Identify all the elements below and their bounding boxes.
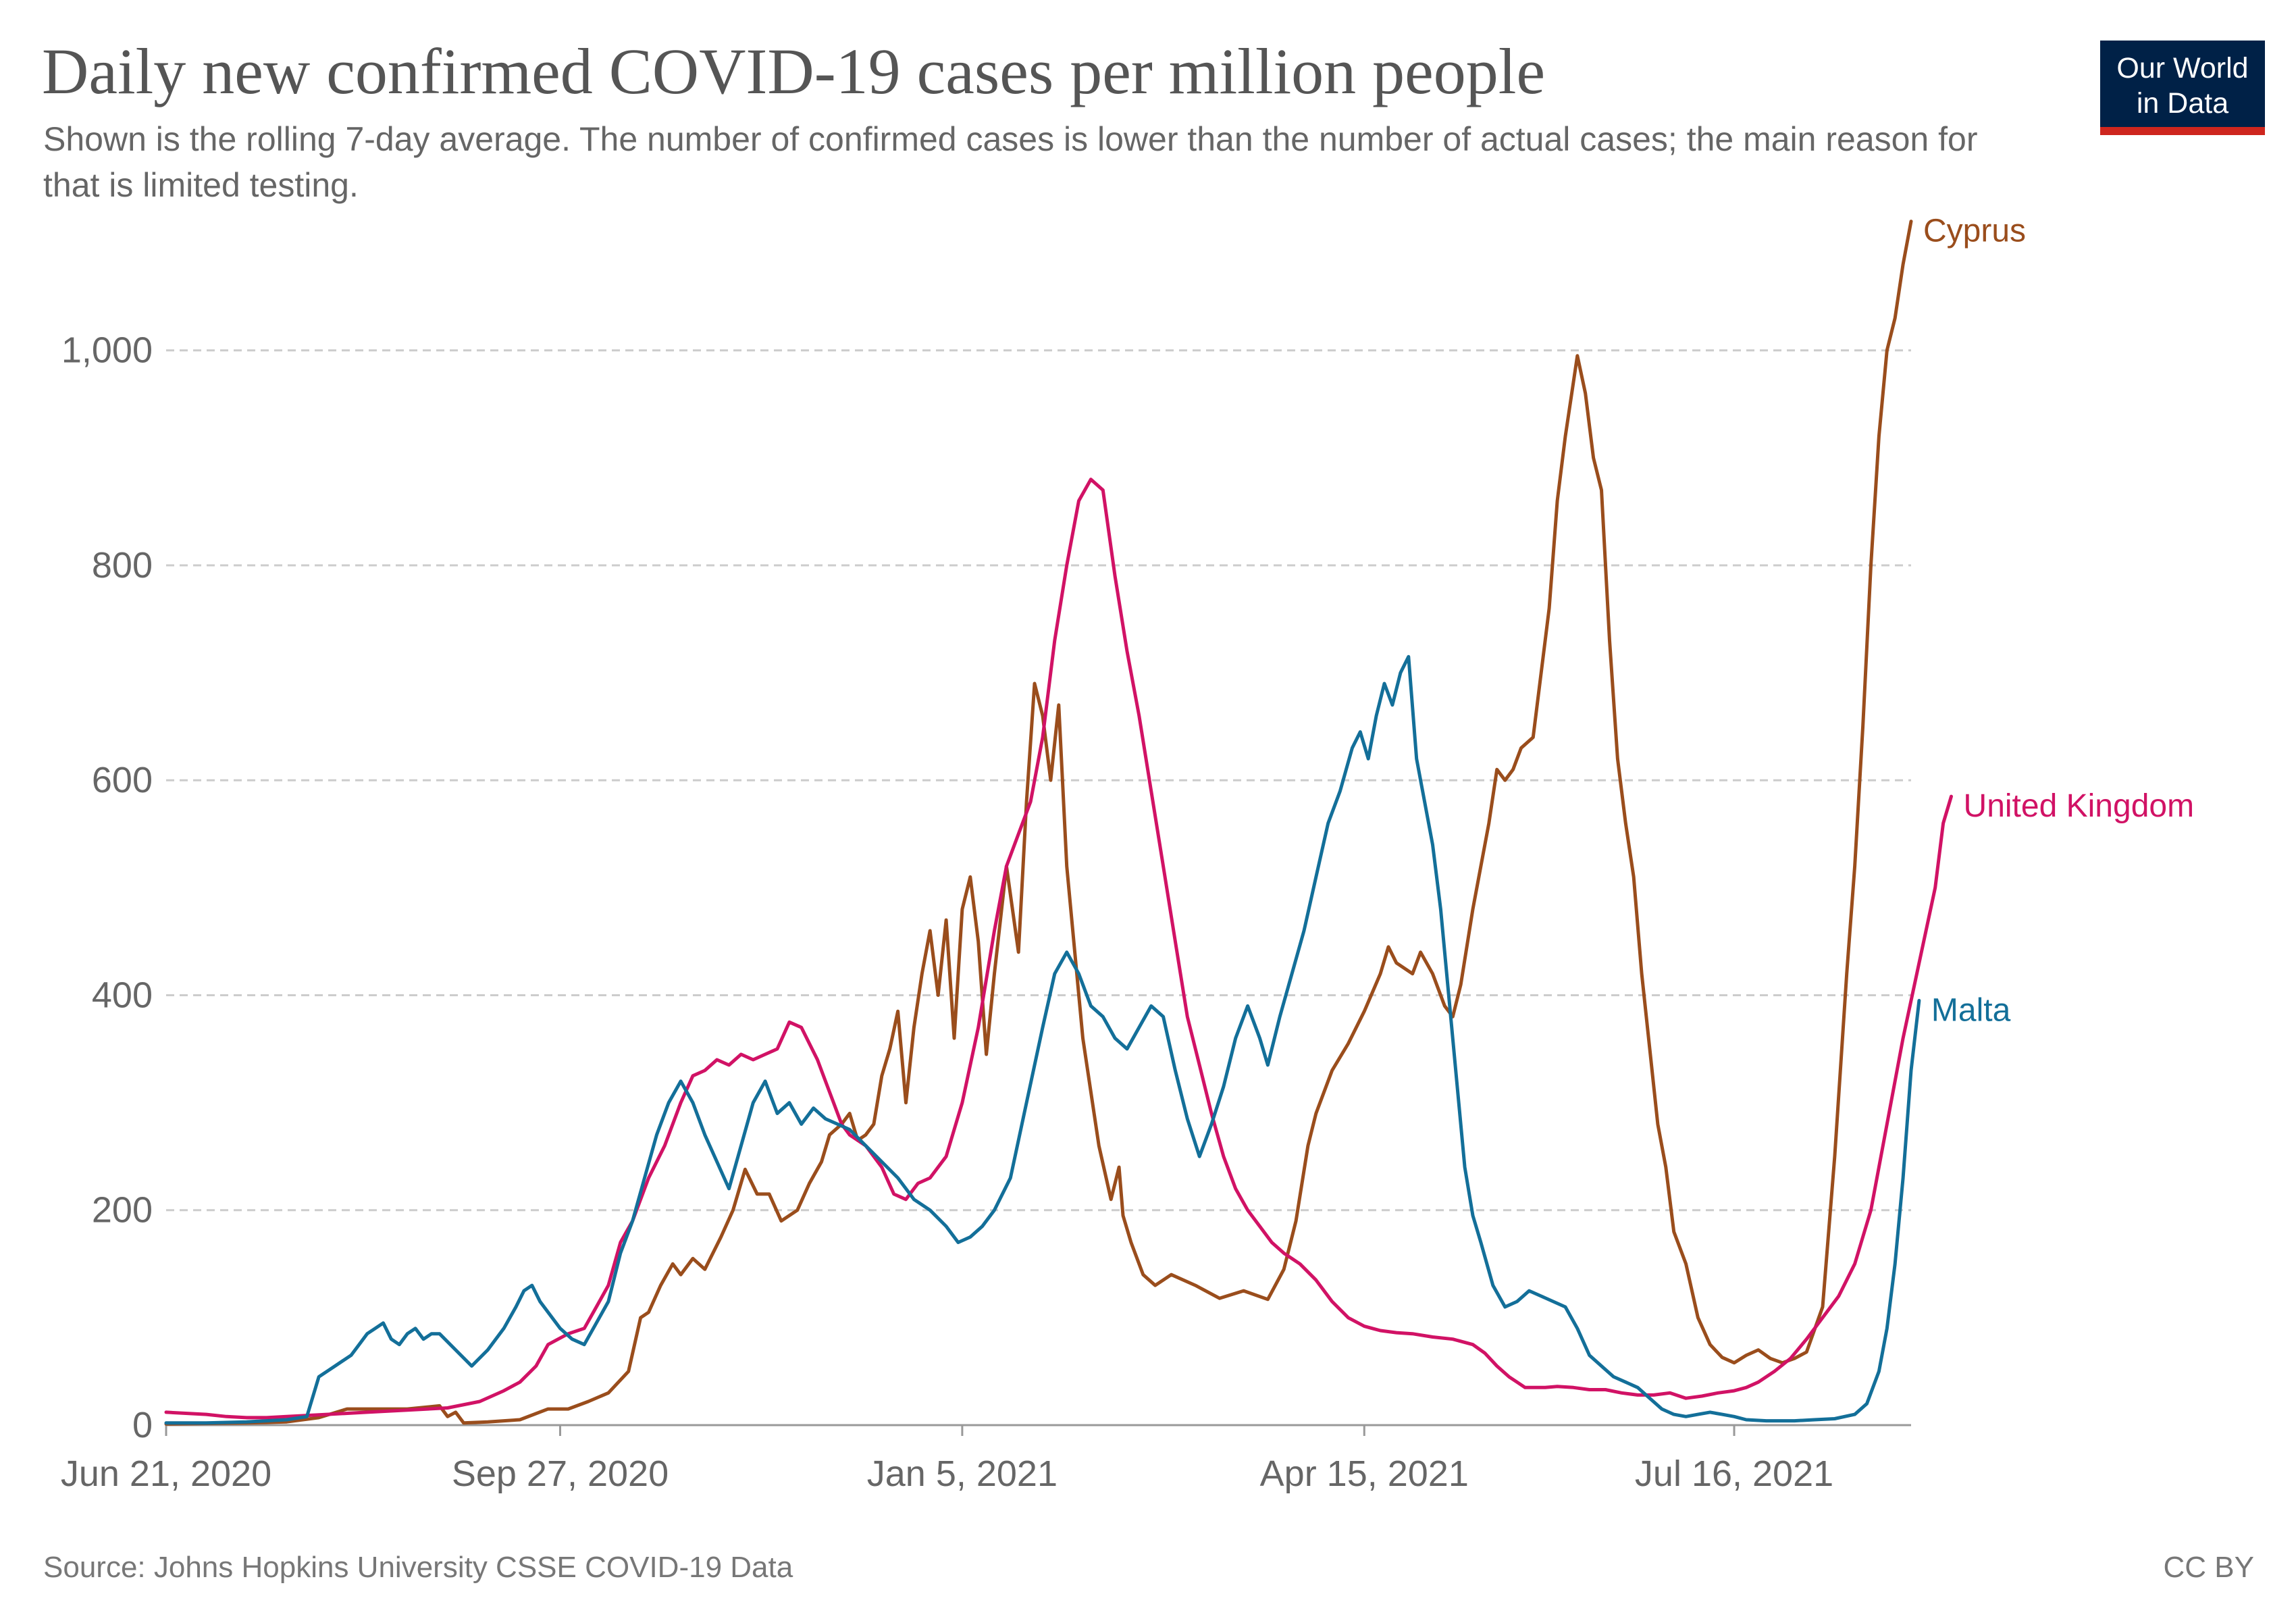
series-line-malta[interactable] <box>164 654 1921 1425</box>
series-label-cyprus: Cyprus <box>1923 213 2026 249</box>
logo-line-2: in Data <box>2136 87 2229 120</box>
x-tick-label-2: Jan 5, 2021 <box>867 1453 1058 1494</box>
license-link[interactable]: CC BY <box>2163 1551 2254 1584</box>
x-tick-label-1: Sep 27, 2020 <box>452 1453 669 1494</box>
x-tick-label-4: Jul 16, 2021 <box>1635 1453 1833 1494</box>
series-label-united-kingdom: United Kingdom <box>1964 788 2195 824</box>
x-axis: Jun 21, 2020 Sep 27, 2020 Jan 5, 2021 Apr 1… <box>61 1424 1911 1494</box>
y-tick-label-4: 800 <box>92 545 153 586</box>
series-line-cyprus[interactable] <box>164 220 1913 1426</box>
source-note[interactable]: Source: Johns Hopkins University CSSE CO… <box>43 1551 793 1584</box>
x-tick-label-0: Jun 21, 2020 <box>61 1453 271 1494</box>
series-label-malta: Malta <box>1931 992 2011 1028</box>
series-line-united-kingdom[interactable] <box>164 478 1953 1420</box>
owid-logo[interactable]: Our World in Data <box>2100 41 2265 135</box>
chart-subtitle: Shown is the rolling 7-day average. The … <box>43 120 1978 204</box>
y-axis-ticks: 0 200 400 600 800 1,000 <box>61 330 153 1445</box>
logo-line-1: Our World <box>2116 52 2249 84</box>
y-tick-label-5: 1,000 <box>61 330 153 371</box>
x-tick-label-3: Apr 15, 2021 <box>1260 1453 1469 1494</box>
y-tick-label-1: 200 <box>92 1190 153 1231</box>
y-tick-label-0: 0 <box>132 1405 153 1445</box>
series-lines <box>164 220 1953 1426</box>
y-tick-label-3: 600 <box>92 760 153 800</box>
series-labels: Cyprus United Kingdom Malta <box>1923 213 2194 1029</box>
chart-title: Daily new confirmed COVID-19 cases per m… <box>42 35 1546 107</box>
y-tick-label-2: 400 <box>92 975 153 1015</box>
grid-lines <box>166 349 1911 1212</box>
